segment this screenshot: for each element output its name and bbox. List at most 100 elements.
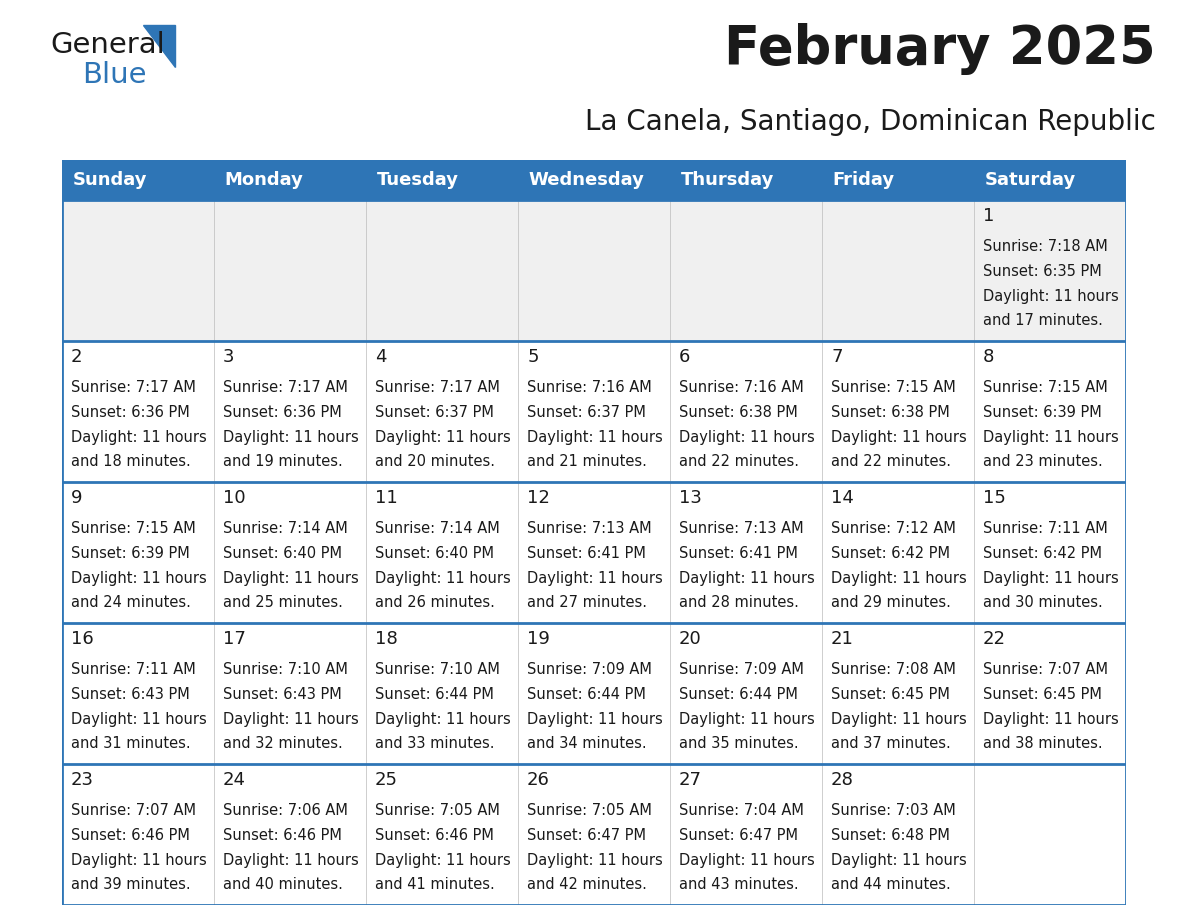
Bar — [974, 200, 1126, 341]
Text: and 39 minutes.: and 39 minutes. — [71, 878, 191, 892]
Text: Daylight: 11 hours: Daylight: 11 hours — [680, 430, 815, 444]
Text: Daylight: 11 hours: Daylight: 11 hours — [223, 853, 359, 868]
Bar — [214, 160, 366, 200]
Text: Sunset: 6:46 PM: Sunset: 6:46 PM — [71, 828, 190, 843]
Text: Daylight: 11 hours: Daylight: 11 hours — [680, 571, 815, 586]
Bar — [822, 200, 974, 341]
Bar — [62, 341, 214, 482]
Text: 15: 15 — [984, 489, 1006, 507]
Text: Sunset: 6:47 PM: Sunset: 6:47 PM — [527, 828, 646, 843]
Text: Sunset: 6:39 PM: Sunset: 6:39 PM — [71, 546, 190, 561]
Text: Sunday: Sunday — [72, 171, 147, 189]
Text: Sunset: 6:37 PM: Sunset: 6:37 PM — [375, 405, 494, 420]
Text: Daylight: 11 hours: Daylight: 11 hours — [71, 430, 207, 444]
Text: Sunrise: 7:13 AM: Sunrise: 7:13 AM — [680, 521, 804, 536]
Text: Sunrise: 7:17 AM: Sunrise: 7:17 AM — [71, 380, 196, 396]
Text: Sunset: 6:38 PM: Sunset: 6:38 PM — [680, 405, 798, 420]
Text: and 34 minutes.: and 34 minutes. — [527, 736, 646, 752]
Text: 3: 3 — [223, 348, 234, 366]
Bar — [518, 160, 670, 200]
Text: Daylight: 11 hours: Daylight: 11 hours — [71, 853, 207, 868]
Bar — [822, 341, 974, 482]
Bar — [670, 200, 822, 341]
Bar — [62, 764, 214, 905]
Text: 2: 2 — [71, 348, 83, 366]
Text: Sunrise: 7:15 AM: Sunrise: 7:15 AM — [984, 380, 1108, 396]
Text: and 20 minutes.: and 20 minutes. — [375, 454, 495, 469]
Bar — [974, 341, 1126, 482]
Text: Saturday: Saturday — [985, 171, 1076, 189]
Text: Sunset: 6:45 PM: Sunset: 6:45 PM — [984, 687, 1102, 702]
Bar — [214, 200, 366, 341]
Text: and 33 minutes.: and 33 minutes. — [375, 736, 494, 752]
Text: and 19 minutes.: and 19 minutes. — [223, 454, 343, 469]
Text: 13: 13 — [680, 489, 702, 507]
Text: and 35 minutes.: and 35 minutes. — [680, 736, 798, 752]
Text: Daylight: 11 hours: Daylight: 11 hours — [832, 571, 967, 586]
Text: Daylight: 11 hours: Daylight: 11 hours — [832, 711, 967, 727]
Bar — [214, 341, 366, 482]
Text: 28: 28 — [832, 771, 854, 789]
Text: and 43 minutes.: and 43 minutes. — [680, 878, 798, 892]
Text: Daylight: 11 hours: Daylight: 11 hours — [375, 711, 511, 727]
Bar — [670, 764, 822, 905]
Bar — [214, 764, 366, 905]
Text: Sunrise: 7:09 AM: Sunrise: 7:09 AM — [680, 663, 804, 677]
Text: 27: 27 — [680, 771, 702, 789]
Bar — [366, 764, 518, 905]
Text: Sunset: 6:42 PM: Sunset: 6:42 PM — [832, 546, 950, 561]
Text: Sunset: 6:47 PM: Sunset: 6:47 PM — [680, 828, 798, 843]
Text: Sunrise: 7:04 AM: Sunrise: 7:04 AM — [680, 803, 804, 819]
Text: Sunrise: 7:15 AM: Sunrise: 7:15 AM — [71, 521, 196, 536]
Text: 5: 5 — [527, 348, 538, 366]
Text: 24: 24 — [223, 771, 246, 789]
Text: and 24 minutes.: and 24 minutes. — [71, 596, 191, 610]
Text: 22: 22 — [984, 630, 1006, 648]
Bar — [822, 160, 974, 200]
Text: Sunrise: 7:08 AM: Sunrise: 7:08 AM — [832, 663, 956, 677]
Text: and 30 minutes.: and 30 minutes. — [984, 596, 1102, 610]
Bar — [366, 160, 518, 200]
Bar — [670, 341, 822, 482]
Text: Sunset: 6:41 PM: Sunset: 6:41 PM — [527, 546, 646, 561]
Text: 16: 16 — [71, 630, 94, 648]
Text: Sunset: 6:37 PM: Sunset: 6:37 PM — [527, 405, 646, 420]
Text: 23: 23 — [71, 771, 94, 789]
Text: Sunset: 6:45 PM: Sunset: 6:45 PM — [832, 687, 950, 702]
Bar — [366, 623, 518, 764]
Text: 1: 1 — [984, 207, 994, 225]
Text: 7: 7 — [832, 348, 842, 366]
Text: Sunrise: 7:03 AM: Sunrise: 7:03 AM — [832, 803, 956, 819]
Text: and 22 minutes.: and 22 minutes. — [680, 454, 800, 469]
Text: Daylight: 11 hours: Daylight: 11 hours — [375, 853, 511, 868]
Text: 6: 6 — [680, 348, 690, 366]
Text: Sunrise: 7:12 AM: Sunrise: 7:12 AM — [832, 521, 956, 536]
Text: Sunset: 6:38 PM: Sunset: 6:38 PM — [832, 405, 950, 420]
Bar — [974, 623, 1126, 764]
Bar — [366, 482, 518, 623]
Text: 8: 8 — [984, 348, 994, 366]
Text: Tuesday: Tuesday — [377, 171, 459, 189]
Text: Sunrise: 7:07 AM: Sunrise: 7:07 AM — [71, 803, 196, 819]
Text: and 31 minutes.: and 31 minutes. — [71, 736, 191, 752]
Text: and 26 minutes.: and 26 minutes. — [375, 596, 495, 610]
Text: Sunset: 6:46 PM: Sunset: 6:46 PM — [375, 828, 494, 843]
Text: and 27 minutes.: and 27 minutes. — [527, 596, 647, 610]
Text: Sunrise: 7:17 AM: Sunrise: 7:17 AM — [375, 380, 500, 396]
Text: Daylight: 11 hours: Daylight: 11 hours — [984, 288, 1119, 304]
Bar — [214, 482, 366, 623]
Bar — [518, 623, 670, 764]
Text: Sunset: 6:44 PM: Sunset: 6:44 PM — [527, 687, 646, 702]
Text: Daylight: 11 hours: Daylight: 11 hours — [527, 711, 663, 727]
Text: Sunset: 6:46 PM: Sunset: 6:46 PM — [223, 828, 342, 843]
Text: Daylight: 11 hours: Daylight: 11 hours — [984, 430, 1119, 444]
Bar — [974, 160, 1126, 200]
Text: Sunset: 6:36 PM: Sunset: 6:36 PM — [223, 405, 342, 420]
Text: Sunrise: 7:05 AM: Sunrise: 7:05 AM — [375, 803, 500, 819]
Text: Sunset: 6:44 PM: Sunset: 6:44 PM — [375, 687, 494, 702]
Bar — [822, 623, 974, 764]
Text: Sunrise: 7:05 AM: Sunrise: 7:05 AM — [527, 803, 652, 819]
Text: Daylight: 11 hours: Daylight: 11 hours — [680, 711, 815, 727]
Text: and 38 minutes.: and 38 minutes. — [984, 736, 1102, 752]
Bar — [518, 341, 670, 482]
